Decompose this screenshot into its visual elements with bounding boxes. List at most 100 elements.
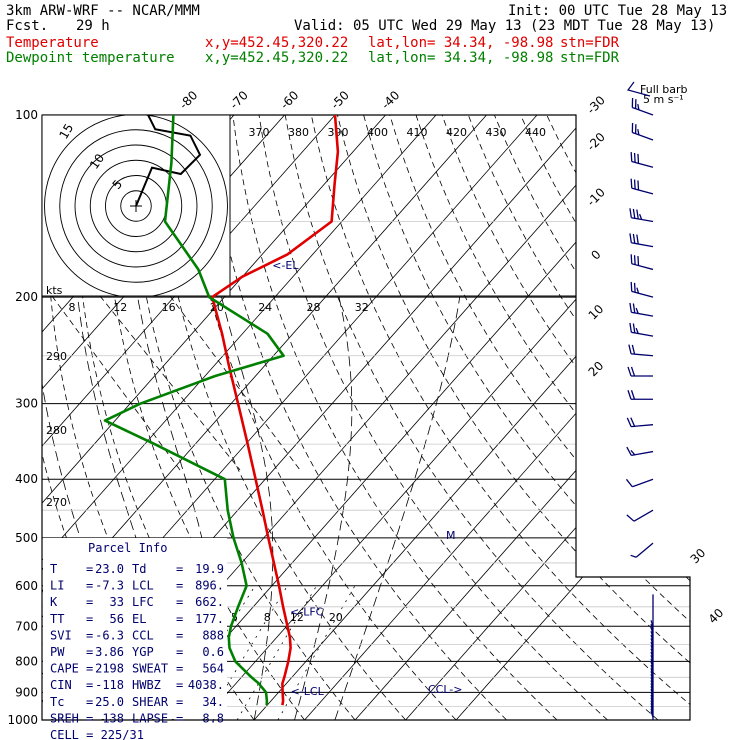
dry-adiabat-line	[232, 115, 558, 720]
parcel-key: CCL	[132, 628, 154, 642]
parcel-info-title: Parcel Info	[88, 541, 167, 555]
parcel-key: LI	[50, 579, 64, 593]
parcel-key: CAPE	[50, 662, 79, 676]
wind-barb	[630, 178, 654, 195]
annotation-label: CCL->	[428, 683, 462, 696]
wind-barb	[627, 366, 653, 377]
dry-adiabat-line	[415, 115, 690, 720]
isotherm-line	[42, 115, 437, 720]
hodograph-ring	[120, 190, 152, 222]
wind-barb	[631, 123, 654, 141]
parcel-equals: =	[176, 711, 183, 725]
pressure-tick-label: 600	[15, 579, 38, 593]
wind-barb	[626, 417, 654, 428]
mixing-ratio-label: 12	[290, 611, 304, 624]
isotherm-label: -40	[379, 88, 403, 112]
dewpoint-profile	[103, 115, 285, 706]
isotherm-line	[253, 115, 690, 720]
hodograph-ring	[74, 144, 198, 268]
isotherm-label: -50	[328, 88, 352, 112]
parcel-key: SREH	[50, 711, 79, 725]
parcel-equals: =	[176, 579, 183, 593]
parcel-equals: =	[86, 662, 93, 676]
wind-barb	[629, 322, 654, 337]
hodograph-scale-line	[51, 295, 181, 471]
parcel-equals: =	[176, 662, 183, 676]
parcel-value: -118	[95, 678, 124, 692]
hodograph-speed-label: 8	[69, 301, 76, 314]
theta-label: 430	[486, 126, 507, 139]
pressure-tick-label: 100	[15, 108, 38, 122]
moist-adiabat-line	[294, 297, 353, 720]
parcel-value: -6.3	[95, 628, 124, 642]
parcel-equals: =	[176, 645, 183, 659]
wind-barb	[630, 281, 654, 298]
isotherm-line	[203, 115, 690, 720]
parcel-value: 19.9	[195, 562, 224, 576]
parcel-key: LFC	[132, 595, 154, 609]
pressure-tick-label: 800	[15, 654, 38, 668]
isotherm-label: 30	[688, 546, 709, 567]
isotherm-label: -30	[584, 93, 608, 117]
parcel-key: SVI	[50, 628, 72, 642]
parcel-value: 33	[110, 595, 124, 609]
dewpoint-xy: x,y=452.45,320.22	[205, 50, 349, 66]
parcel-equals: =	[86, 678, 93, 692]
annotation-label: <-LFC	[290, 606, 324, 619]
dewpoint-stn: stn=FDR	[560, 50, 620, 66]
isotherm-line	[42, 115, 386, 720]
hodograph-speed-label: 12	[113, 301, 127, 314]
isotherm-line	[354, 115, 690, 720]
theta-label: 380	[288, 126, 309, 139]
pressure-tick-label: 900	[15, 685, 38, 699]
wind-barb	[630, 542, 654, 558]
parcel-key: T	[50, 562, 57, 576]
parcel-equals: =	[86, 711, 93, 725]
wind-barb	[629, 302, 654, 317]
pressure-tick-label: 700	[15, 619, 38, 633]
parcel-equals: =	[86, 628, 93, 642]
parcel-info-box	[43, 538, 227, 719]
dry-adiabat-line	[520, 115, 690, 720]
isotherm-label: -80	[177, 88, 201, 112]
hodograph-ring	[44, 115, 228, 296]
parcel-key: HWBZ	[132, 678, 161, 692]
parcel-equals: =	[86, 695, 93, 709]
parcel-equals: =	[86, 612, 93, 626]
parcel-value: 34.	[202, 695, 224, 709]
parcel-key: LCL	[132, 579, 154, 593]
parcel-key: LAPSE	[132, 711, 168, 725]
isotherm-line	[455, 115, 690, 720]
dewpoint-legend: Dewpoint temperature	[6, 50, 175, 66]
isotherm-line	[42, 115, 336, 720]
dry-adiabat-line	[389, 115, 690, 720]
parcel-key: Td	[132, 562, 146, 576]
isotherm-label: 20	[586, 359, 607, 380]
annotation-label: <-EL	[272, 259, 299, 272]
theta-label: 420	[446, 126, 467, 139]
parcel-value: 662.	[195, 595, 224, 609]
wind-key-units: 5 m s⁻¹	[643, 93, 684, 106]
annotation-label: <-LCL	[291, 685, 325, 698]
isotherm-label: -20	[584, 130, 608, 154]
isotherm-label: 0	[588, 247, 603, 262]
pressure-tick-label: 300	[15, 397, 38, 411]
pressure-tick-label: 1000	[7, 713, 38, 727]
parcel-equals: =	[176, 628, 183, 642]
parcel-key: K	[50, 595, 58, 609]
parcel-key: TT	[50, 612, 64, 626]
mixing-ratio-label: 20	[329, 611, 343, 624]
isotherm-line	[152, 115, 689, 720]
hodograph-ring-label: 15	[56, 121, 76, 141]
init-time: Init: 00 UTC Tue 28 May 13	[508, 3, 728, 19]
isotherm-line	[42, 115, 487, 720]
model-title: 3km ARW-WRF -- NCAR/MMM	[6, 3, 200, 19]
wind-barb	[626, 446, 654, 457]
hodograph-units: kts	[46, 284, 63, 297]
parcel-value: 0.6	[202, 645, 224, 659]
parcel-equals: =	[176, 562, 183, 576]
temperature-latlon: lat,lon= 34.34, -98.98	[368, 35, 554, 51]
pressure-tick-label: 200	[15, 290, 38, 304]
parcel-value: 4038.	[188, 678, 224, 692]
hodograph-speed-label: 28	[307, 301, 321, 314]
